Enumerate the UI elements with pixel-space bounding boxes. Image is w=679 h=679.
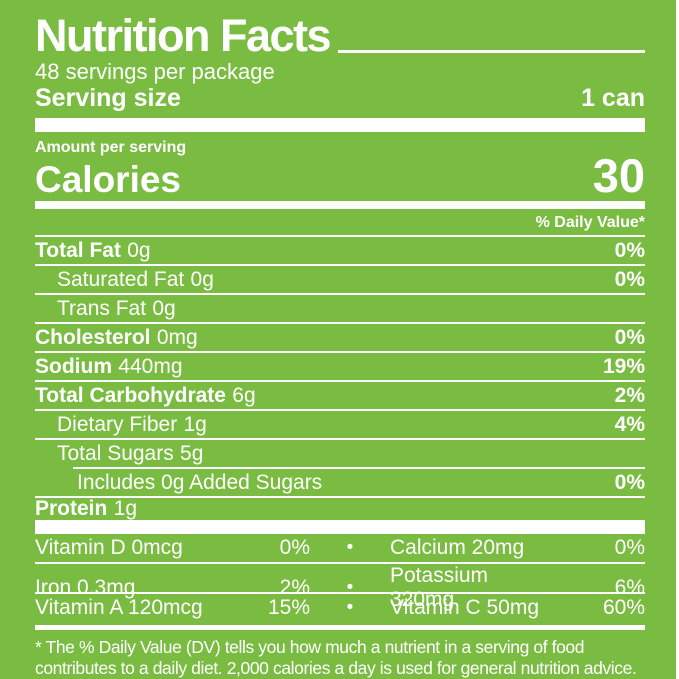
daily-value-header: % Daily Value* — [535, 214, 645, 231]
nutrient-dv: 19% — [602, 354, 645, 378]
nutrient-name-group: Cholesterol 0mg — [35, 326, 198, 350]
separator-medium-footnote — [35, 625, 645, 630]
nutrient-name: Total Carbohydrate — [35, 383, 226, 407]
vitamin-row-2: Iron 0.3mg 2% • Potassium 320mg 6% — [35, 562, 645, 611]
nutrient-name: Includes 0g Added Sugars — [77, 470, 323, 494]
nutrient-amount: 440mg — [118, 354, 183, 378]
nutrient-dv: 0% — [614, 325, 645, 349]
vitamins-table: Vitamin D 0mcg 0% • Calcium 20mg 0% Iron… — [35, 534, 645, 622]
nutrient-name-group: Total Sugars 5g — [35, 442, 203, 466]
nutrient-name: Dietary Fiber — [57, 412, 178, 436]
vitamin-row-3: Vitamin A 120mcg 15% • Vitamin C 50mg 60… — [35, 592, 645, 622]
nutrient-name-group: Protein 1g — [35, 497, 137, 521]
vitamin-right-dv: 60% — [602, 596, 645, 619]
vitamin-right-name: Potassium 320mg — [390, 564, 489, 611]
nutrient-row-protein: Protein 1g — [35, 496, 645, 520]
nutrient-name: Cholesterol — [35, 325, 151, 349]
nutrient-name-group: Total Fat 0g — [35, 239, 151, 263]
nutrient-name: Saturated Fat — [57, 267, 185, 291]
nutrient-name-group: Saturated Fat 0g — [35, 268, 214, 292]
serving-size-value: 1 can — [581, 84, 645, 112]
bullet-icon: • — [346, 597, 354, 618]
nutrient-amount: 1g — [183, 412, 207, 436]
nutrient-amount: 0g — [152, 296, 176, 320]
vitamin-right-name: Calcium 20mg — [390, 536, 525, 559]
footnote-line-1: * The % Daily Value (DV) tells you how m… — [35, 637, 585, 657]
vitamin-left-dv: 0% — [279, 536, 310, 559]
separator-thick-protein — [35, 520, 645, 534]
nutrient-name: Protein — [35, 497, 108, 520]
title-rule — [338, 50, 645, 53]
nutrient-dv: 4% — [614, 412, 645, 436]
nutrient-row-total-carbohydrate: Total Carbohydrate 6g 2% — [35, 380, 645, 409]
page-title: Nutrition Facts — [35, 10, 332, 61]
vitamin-left-dv: 15% — [267, 596, 310, 619]
nutrient-table: Total Fat 0g 0% Saturated Fat 0g 0% Trans … — [35, 235, 645, 520]
vitamin-row-1: Vitamin D 0mcg 0% • Calcium 20mg 0% — [35, 534, 645, 562]
nutrient-name: Total Fat — [35, 238, 121, 262]
daily-value-footnote: * The % Daily Value (DV) tells you how m… — [35, 637, 645, 679]
serving-size-label: Serving size — [35, 84, 181, 112]
right-edge-strip — [676, 0, 679, 679]
nutrient-name: Trans Fat — [57, 296, 147, 320]
nutrient-amount: 1g — [113, 497, 137, 520]
servings-per-package-text: 48 servings per package — [35, 59, 275, 84]
nutrient-name: Total Sugars — [57, 441, 174, 465]
calories-value: 30 — [592, 149, 645, 202]
nutrient-name-group: Trans Fat 0g — [35, 297, 176, 321]
nutrient-dv: 2% — [614, 383, 645, 407]
nutrient-name-group: Includes 0g Added Sugars — [35, 471, 322, 495]
nutrient-row-total-fat: Total Fat 0g 0% — [35, 235, 645, 264]
footnote-line-2: contributes to a daily diet. 2,000 calor… — [35, 658, 637, 678]
nutrient-row-total-sugars: Total Sugars 5g — [35, 438, 645, 467]
nutrient-amount: 6g — [232, 383, 256, 407]
nutrient-dv: 0% — [614, 267, 645, 291]
nutrient-amount: 5g — [180, 441, 204, 465]
separator-medium-calories — [35, 201, 645, 209]
nutrient-amount: 0g — [127, 238, 151, 262]
nutrient-row-dietary-fiber: Dietary Fiber 1g 4% — [35, 409, 645, 438]
nutrient-row-trans-fat: Trans Fat 0g — [35, 293, 645, 322]
nutrient-dv: 0% — [614, 238, 645, 262]
nutrient-name-group: Sodium 440mg — [35, 355, 183, 379]
vitamin-left-dv: 2% — [279, 576, 310, 599]
calories-label: Calories — [35, 159, 182, 200]
vitamin-right-name: Vitamin C 50mg — [390, 596, 540, 619]
bullet-icon: • — [346, 577, 354, 598]
vitamin-right-dv: 6% — [614, 576, 645, 599]
bullet-icon: • — [346, 537, 354, 558]
vitamin-left-name: Vitamin D 0mcg — [35, 536, 183, 559]
nutrient-row-added-sugars: Includes 0g Added Sugars 0% — [35, 467, 645, 496]
nutrient-row-sodium: Sodium 440mg 19% — [35, 351, 645, 380]
nutrient-amount: 0mg — [156, 325, 198, 349]
nutrient-name-group: Total Carbohydrate 6g — [35, 384, 256, 408]
title-row: Nutrition Facts — [35, 13, 645, 58]
vitamin-left-name: Vitamin A 120mcg — [35, 596, 203, 619]
vitamin-right-dv: 0% — [614, 536, 645, 559]
amount-per-serving-label: Amount per serving — [35, 139, 187, 156]
nutrient-dv: 0% — [614, 470, 645, 494]
nutrient-row-saturated-fat: Saturated Fat 0g 0% — [35, 264, 645, 293]
separator-thick-top — [35, 118, 645, 132]
calories-row: Calories 30 — [35, 149, 645, 202]
serving-size-row: Serving size 1 can — [35, 84, 645, 112]
nutrient-amount: 0g — [190, 267, 214, 291]
nutrient-name-group: Dietary Fiber 1g — [35, 413, 207, 437]
nutrient-name: Sodium — [35, 354, 112, 378]
vitamin-left-name: Iron 0.3mg — [35, 576, 136, 599]
nutrient-row-cholesterol: Cholesterol 0mg 0% — [35, 322, 645, 351]
